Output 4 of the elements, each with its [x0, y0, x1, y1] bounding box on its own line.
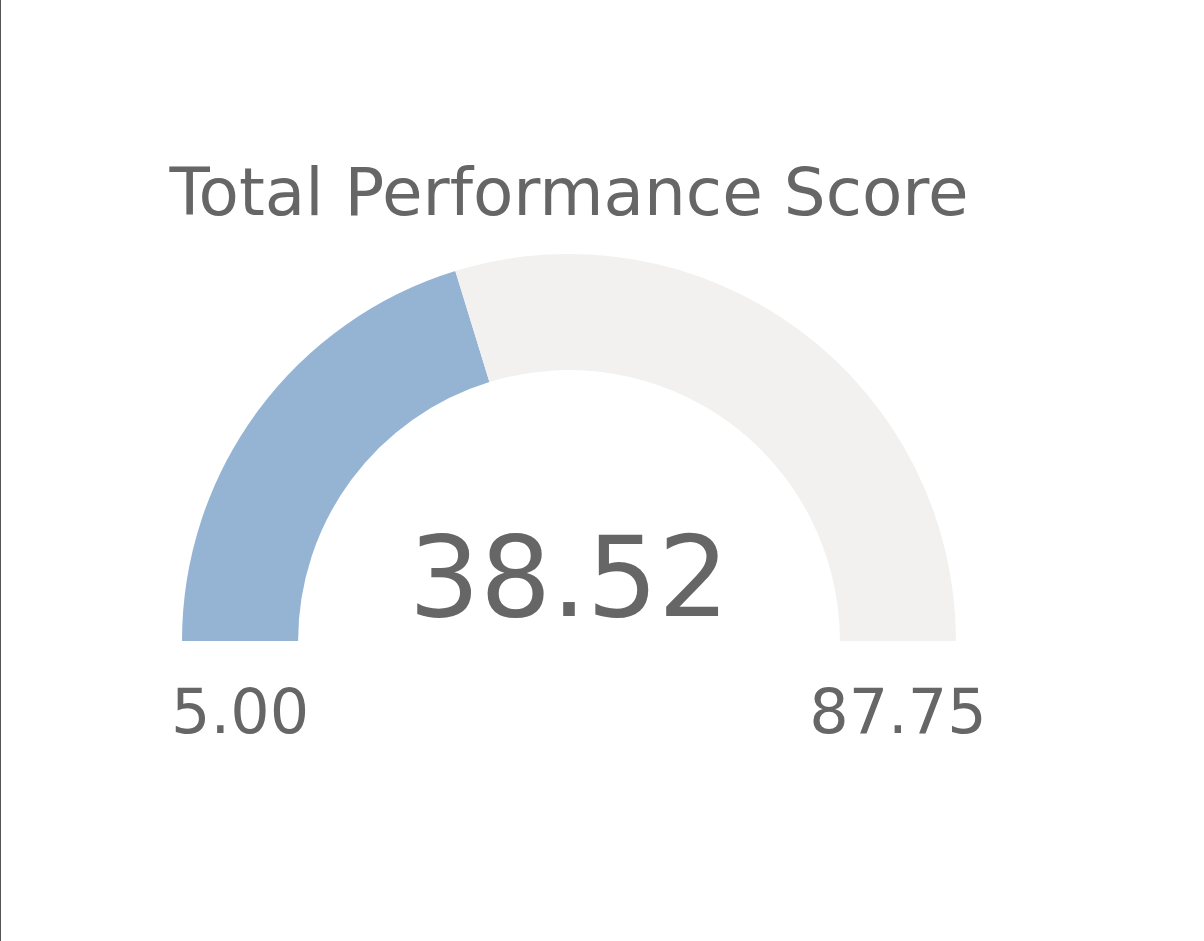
- text: 87.75: [809, 675, 987, 748]
- text: 38.52: [408, 512, 730, 642]
- text: 5.00: [171, 675, 310, 748]
- chart-title: Total Performance Score: [168, 154, 969, 231]
